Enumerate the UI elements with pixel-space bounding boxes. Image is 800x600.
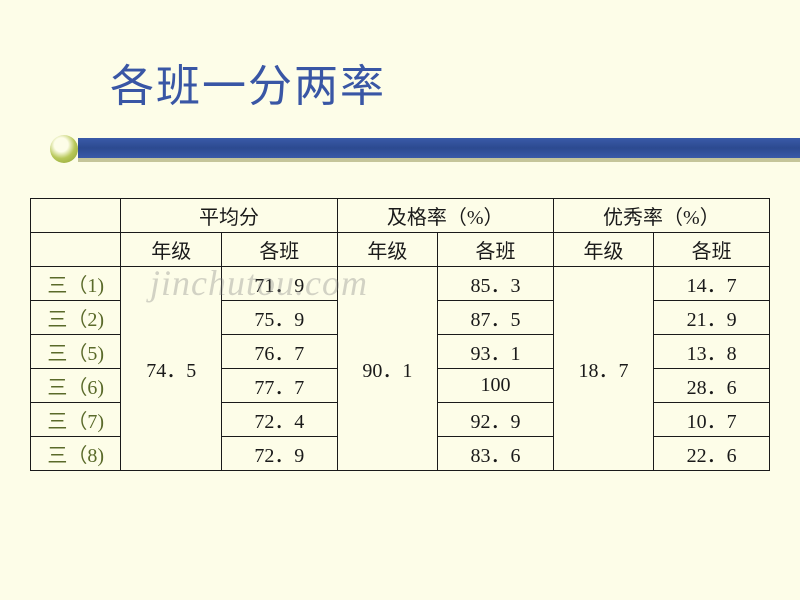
cell-pass: 93．1: [438, 335, 554, 369]
header-blank-2: [31, 233, 121, 267]
data-table-container: 平均分 及格率（%） 优秀率（%） 年级 各班 年级 各班 年级 各班 三（1)…: [30, 198, 770, 471]
grade-pass: 90．1: [337, 267, 438, 471]
header-avg: 平均分: [121, 199, 337, 233]
row-label: 三（1): [31, 267, 121, 301]
data-table: 平均分 及格率（%） 优秀率（%） 年级 各班 年级 各班 年级 各班 三（1)…: [30, 198, 770, 471]
cell-avg: 77．7: [222, 369, 338, 403]
header-blank: [31, 199, 121, 233]
cell-excellent: 21．9: [654, 301, 770, 335]
cell-pass: 87．5: [438, 301, 554, 335]
page-title: 各班一分两率: [110, 50, 800, 114]
title-underline-bar: [78, 138, 800, 158]
cell-excellent: 14．7: [654, 267, 770, 301]
grade-excellent: 18．7: [553, 267, 654, 471]
cell-excellent: 22．6: [654, 437, 770, 471]
cell-pass: 92．9: [438, 403, 554, 437]
cell-avg: 76．7: [222, 335, 338, 369]
subheader-class: 各班: [222, 233, 338, 267]
cell-pass: 100: [438, 369, 554, 403]
cell-avg: 72．4: [222, 403, 338, 437]
header-pass: 及格率（%）: [337, 199, 553, 233]
cell-pass: 83．6: [438, 437, 554, 471]
title-bullet: [50, 135, 78, 163]
row-label: 三（7): [31, 403, 121, 437]
row-label: 三（5): [31, 335, 121, 369]
subheader-class: 各班: [438, 233, 554, 267]
table-header-row-2: 年级 各班 年级 各班 年级 各班: [31, 233, 770, 267]
row-label: 三（8): [31, 437, 121, 471]
cell-excellent: 13．8: [654, 335, 770, 369]
cell-excellent: 10．7: [654, 403, 770, 437]
cell-pass: 85．3: [438, 267, 554, 301]
cell-avg: 71．9: [222, 267, 338, 301]
subheader-grade: 年级: [121, 233, 222, 267]
subheader-grade: 年级: [337, 233, 438, 267]
cell-excellent: 28．6: [654, 369, 770, 403]
cell-avg: 72．9: [222, 437, 338, 471]
cell-avg: 75．9: [222, 301, 338, 335]
subheader-grade: 年级: [553, 233, 654, 267]
header-excellent: 优秀率（%）: [553, 199, 769, 233]
table-row: 三（1) 74．5 71．9 90．1 85．3 18．7 14．7: [31, 267, 770, 301]
row-label: 三（2): [31, 301, 121, 335]
table-header-row-1: 平均分 及格率（%） 优秀率（%）: [31, 199, 770, 233]
subheader-class: 各班: [654, 233, 770, 267]
row-label: 三（6): [31, 369, 121, 403]
grade-avg: 74．5: [121, 267, 222, 471]
